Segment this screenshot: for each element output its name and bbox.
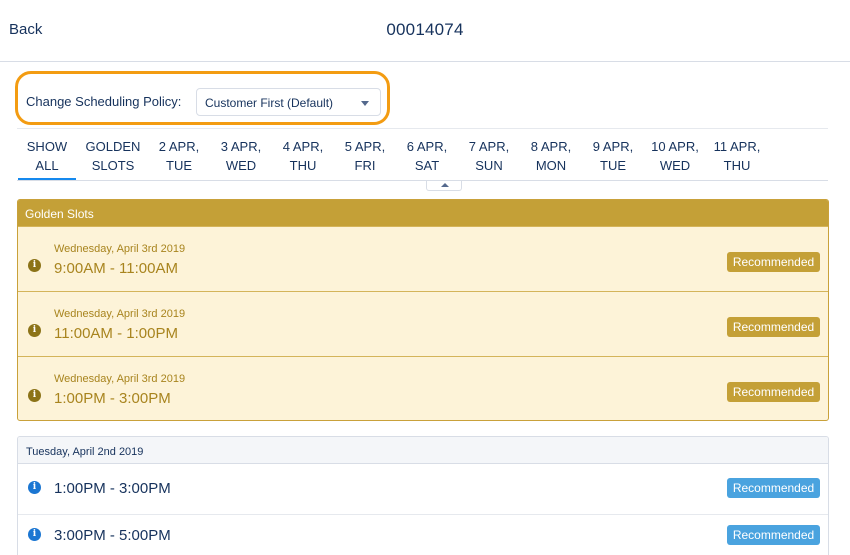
tab-label-line2: SAT bbox=[414, 158, 440, 173]
tab-label-line1: 9 APR, bbox=[592, 139, 634, 154]
collapse-tabs-button[interactable] bbox=[426, 181, 462, 191]
tab-label-line1: 8 APR, bbox=[530, 139, 572, 154]
page-header: Back 00014074 bbox=[0, 0, 850, 62]
tab-label-line2: SLOTS bbox=[91, 158, 135, 173]
info-icon: i bbox=[28, 324, 41, 337]
recommended-badge: Recommended bbox=[727, 525, 820, 545]
info-icon: i bbox=[28, 481, 41, 494]
tab-8-apr[interactable]: 8 APR, MON bbox=[520, 137, 582, 175]
recommended-badge: Recommended bbox=[727, 252, 820, 272]
tab-3-apr[interactable]: 3 APR, WED bbox=[210, 137, 272, 175]
tab-label-line2: MON bbox=[535, 158, 567, 173]
info-icon: i bbox=[28, 259, 41, 272]
tab-show-all[interactable]: SHOW ALL bbox=[16, 137, 78, 175]
tab-label-line2: WED bbox=[225, 158, 257, 173]
scheduling-policy-label: Change Scheduling Policy: bbox=[26, 94, 182, 109]
tab-label-line2: THU bbox=[723, 158, 751, 173]
scheduling-policy-select[interactable]: Customer First (Default) bbox=[196, 88, 381, 116]
tab-4-apr[interactable]: 4 APR, THU bbox=[272, 137, 334, 175]
time-slot-row[interactable]: i 3:00PM - 5:00PM Recommended bbox=[18, 514, 828, 555]
tab-label-line1: 3 APR, bbox=[220, 139, 262, 154]
slot-time: 11:00AM - 1:00PM bbox=[54, 325, 178, 342]
tab-label-line1: 11 APR, bbox=[713, 139, 761, 154]
tab-label-line2: SUN bbox=[475, 158, 503, 173]
recommended-badge: Recommended bbox=[727, 317, 820, 337]
day-slots-panel: Tuesday, April 2nd 2019 i 1:00PM - 3:00P… bbox=[17, 436, 829, 555]
scheduling-policy-value: Customer First (Default) bbox=[205, 96, 334, 110]
tab-10-apr[interactable]: 10 APR, WED bbox=[644, 137, 706, 175]
tab-label-line1: 7 APR, bbox=[468, 139, 510, 154]
tab-label-line2: TUE bbox=[600, 158, 626, 173]
info-icon: i bbox=[28, 389, 41, 402]
info-icon: i bbox=[28, 528, 41, 541]
tab-label-line2: FRI bbox=[354, 158, 376, 173]
back-button[interactable]: Back bbox=[9, 21, 43, 38]
tab-5-apr[interactable]: 5 APR, FRI bbox=[334, 137, 396, 175]
golden-slot-row[interactable]: i Wednesday, April 3rd 2019 1:00PM - 3:0… bbox=[18, 356, 828, 420]
tab-label-line1: 2 APR, bbox=[158, 139, 200, 154]
tab-label-line2: WED bbox=[659, 158, 691, 173]
slot-date: Wednesday, April 3rd 2019 bbox=[54, 308, 186, 320]
active-tab-indicator bbox=[18, 178, 76, 181]
tab-label-line1: SHOW bbox=[26, 139, 68, 154]
slot-date: Wednesday, April 3rd 2019 bbox=[54, 243, 186, 255]
tab-label-line2: TUE bbox=[166, 158, 192, 173]
recommended-badge: Recommended bbox=[727, 382, 820, 402]
chevron-down-icon bbox=[361, 101, 369, 106]
golden-slot-row[interactable]: i Wednesday, April 3rd 2019 9:00AM - 11:… bbox=[18, 226, 828, 291]
policy-highlight-outline bbox=[15, 71, 390, 125]
tab-golden-slots[interactable]: GOLDEN SLOTS bbox=[82, 137, 144, 175]
slot-date: Wednesday, April 3rd 2019 bbox=[54, 373, 186, 385]
tab-label-line2: ALL bbox=[35, 158, 59, 173]
tab-label-line2: THU bbox=[289, 158, 317, 173]
day-header: Tuesday, April 2nd 2019 bbox=[18, 437, 828, 464]
slot-time: 3:00PM - 5:00PM bbox=[54, 527, 171, 544]
tab-label-line1: 5 APR, bbox=[344, 139, 386, 154]
tab-label-line1: 4 APR, bbox=[282, 139, 324, 154]
golden-slot-row[interactable]: i Wednesday, April 3rd 2019 11:00AM - 1:… bbox=[18, 291, 828, 356]
page-title: 00014074 bbox=[386, 20, 464, 39]
tabs-top-divider bbox=[17, 128, 828, 129]
golden-slots-header: Golden Slots bbox=[18, 200, 828, 226]
golden-slots-panel: Golden Slots i Wednesday, April 3rd 2019… bbox=[17, 199, 829, 421]
tab-label-line1: 6 APR, bbox=[406, 139, 448, 154]
tab-6-apr[interactable]: 6 APR, SAT bbox=[396, 137, 458, 175]
slot-time: 1:00PM - 3:00PM bbox=[54, 480, 171, 497]
tab-7-apr[interactable]: 7 APR, SUN bbox=[458, 137, 520, 175]
recommended-badge: Recommended bbox=[727, 478, 820, 498]
slot-time: 9:00AM - 11:00AM bbox=[54, 260, 178, 277]
slot-time: 1:00PM - 3:00PM bbox=[54, 390, 171, 407]
time-slot-row[interactable]: i 1:00PM - 3:00PM Recommended bbox=[18, 468, 828, 514]
tabs-bottom-divider bbox=[17, 180, 828, 181]
tab-label-line1: 10 APR, bbox=[651, 139, 699, 154]
tab-9-apr[interactable]: 9 APR, TUE bbox=[582, 137, 644, 175]
tab-2-apr[interactable]: 2 APR, TUE bbox=[148, 137, 210, 175]
chevron-up-icon bbox=[441, 183, 449, 187]
tab-11-apr[interactable]: 11 APR, THU bbox=[706, 137, 768, 175]
tab-label-line1: GOLDEN bbox=[85, 139, 141, 154]
